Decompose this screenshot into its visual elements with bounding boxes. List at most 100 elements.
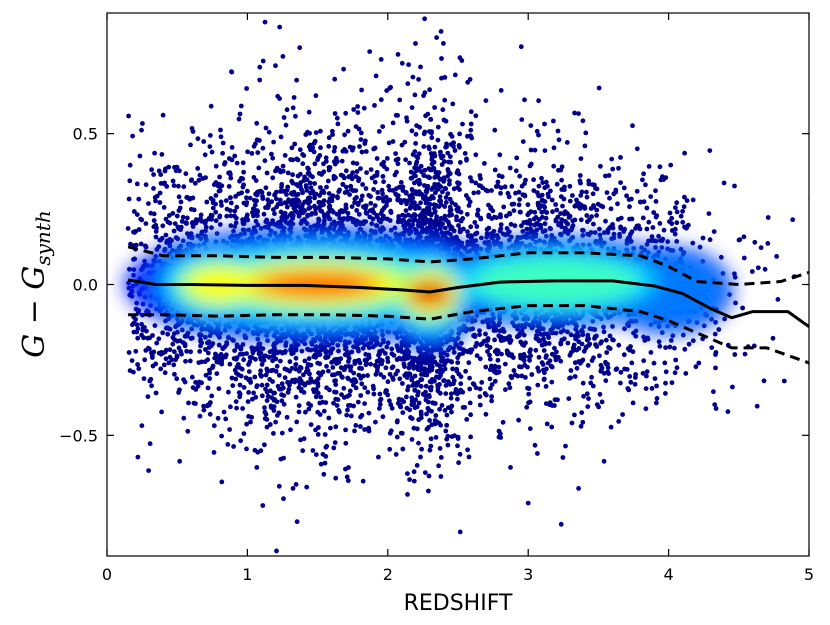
scatter-point [251, 143, 257, 149]
scatter-point [644, 205, 650, 211]
scatter-point [587, 326, 593, 332]
scatter-point [690, 197, 696, 203]
scatter-point [582, 204, 587, 210]
scatter-point [131, 369, 136, 375]
scatter-point [387, 187, 392, 193]
scatter-point [549, 364, 555, 370]
scatter-point [570, 348, 576, 353]
scatter-point [455, 443, 460, 449]
scatter-point [618, 226, 624, 231]
scatter-point [241, 385, 247, 390]
scatter-point [244, 212, 250, 218]
scatter-point [184, 221, 189, 226]
scatter-point [312, 161, 318, 167]
scatter-point [323, 350, 329, 355]
scatter-point [167, 220, 173, 226]
scatter-point [407, 407, 413, 413]
scatter-point [579, 341, 585, 347]
scatter-point [431, 202, 437, 208]
scatter-point [379, 161, 385, 167]
scatter-point [293, 362, 299, 367]
scatter-point [641, 171, 646, 177]
scatter-point [182, 343, 188, 349]
scatter-point [644, 242, 650, 247]
scatter-point [217, 213, 223, 219]
scatter-point [343, 168, 349, 174]
scatter-point [489, 394, 494, 399]
scatter-point [468, 127, 474, 133]
scatter-point [408, 224, 414, 229]
scatter-point [649, 386, 655, 391]
scatter-point [438, 29, 444, 34]
scatter-point [455, 396, 460, 402]
scatter-point [253, 218, 259, 224]
scatter-point [311, 149, 317, 155]
scatter-point [293, 394, 299, 400]
scatter-point [305, 171, 311, 176]
scatter-point [433, 169, 439, 175]
scatter-point [209, 213, 215, 219]
scatter-point [466, 360, 472, 366]
scatter-point [526, 354, 532, 360]
scatter-point [133, 317, 139, 322]
scatter-point [414, 463, 420, 468]
scatter-point [270, 353, 276, 359]
scatter-point [579, 328, 585, 333]
scatter-point [217, 174, 223, 180]
scatter-point [644, 226, 650, 232]
scatter-point [323, 444, 329, 450]
scatter-point [303, 409, 308, 415]
scatter-point [495, 357, 501, 363]
scatter-point [387, 371, 393, 377]
scatter-point [256, 165, 262, 171]
scatter-point [298, 437, 303, 443]
scatter-point [377, 402, 383, 407]
scatter-point [387, 218, 393, 223]
scatter-point [502, 184, 508, 190]
scatter-point [654, 396, 660, 401]
scatter-point [380, 191, 385, 197]
scatter-point [438, 184, 443, 190]
scatter-point [542, 121, 547, 127]
scatter-point [267, 349, 273, 355]
scatter-point [163, 232, 169, 238]
scatter-point [707, 237, 713, 243]
scatter-point [361, 204, 366, 210]
scatter-point [475, 212, 480, 218]
scatter-point [451, 345, 456, 351]
scatter-point [524, 226, 530, 232]
scatter-point [345, 128, 351, 134]
scatter-point [374, 169, 380, 175]
scatter-point [227, 361, 233, 367]
scatter-point [468, 109, 474, 115]
scatter-point [475, 207, 481, 213]
scatter-point [376, 129, 382, 134]
scatter-point [443, 428, 449, 434]
scatter-point [189, 374, 195, 380]
scatter-point [360, 373, 366, 379]
scatter-point [400, 184, 406, 190]
scatter-point [152, 150, 158, 156]
scatter-point [373, 73, 379, 79]
scatter-point [280, 54, 286, 59]
scatter-point [251, 175, 257, 180]
scatter-point [318, 394, 324, 400]
scatter-point [390, 120, 396, 126]
scatter-point [291, 95, 297, 100]
scatter-point [543, 355, 549, 360]
scatter-point [674, 239, 680, 244]
scatter-point [435, 124, 441, 130]
scatter-point [663, 369, 669, 375]
scatter-point [181, 184, 187, 190]
scatter-point [387, 430, 393, 436]
scatter-point [142, 357, 148, 363]
scatter-point [325, 210, 331, 216]
scatter-point [218, 199, 224, 205]
scatter-point [542, 221, 548, 227]
scatter-point [700, 336, 706, 342]
scatter-point [519, 117, 525, 122]
scatter-point [229, 145, 235, 150]
scatter-point [207, 367, 212, 373]
scatter-point [306, 401, 311, 407]
scatter-point [427, 379, 433, 385]
